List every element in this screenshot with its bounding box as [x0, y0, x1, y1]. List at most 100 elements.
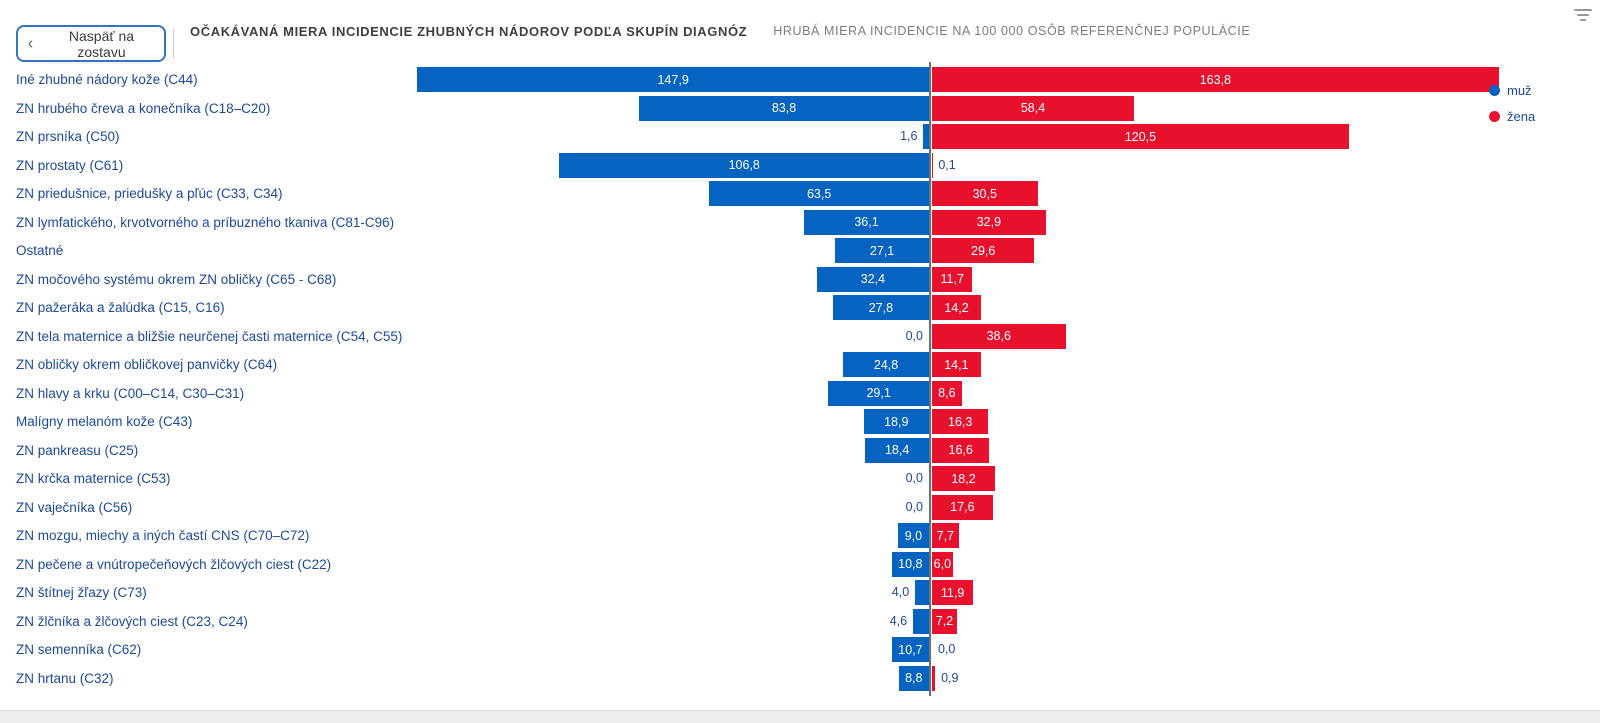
bar-female[interactable]: 17,6	[932, 494, 993, 520]
chart-row: ZN pažeráka a žalúdka (C15, C16) 27,8 14,2	[0, 295, 1600, 323]
bar-value-label: 32,4	[860, 272, 886, 286]
bar-male[interactable]: 18,4	[865, 437, 929, 463]
bar-male[interactable]: 36,1	[804, 209, 929, 235]
bar-female[interactable]: 8,6	[932, 380, 962, 406]
bar-female[interactable]: 163,8	[932, 67, 1499, 92]
legend: muž žena	[1489, 77, 1535, 129]
bar-value-label: 27,1	[869, 243, 895, 258]
bar-female[interactable]: 11,7	[932, 266, 973, 292]
bar-value-label: 11,7	[940, 272, 964, 286]
chart-row: ZN krčka maternice (C53) 0,0 18,2	[0, 466, 1600, 494]
chart-row: ZN lymfatického, krvotvorného a príbuzné…	[0, 209, 1600, 238]
bar-value-label: 7,2	[935, 614, 954, 628]
bar-female[interactable]: 7,7	[932, 523, 959, 548]
bar-male[interactable]: 27,8	[832, 295, 929, 320]
bar-male[interactable]: 18,9	[863, 409, 929, 434]
bar-value-label: 29,1	[866, 386, 891, 400]
bar-value-label: 147,9	[657, 72, 689, 87]
value-label-male: 4,6	[889, 613, 908, 628]
chart-row: ZN žlčníka a žlčových ciest (C23, C24) 4,…	[0, 608, 1600, 637]
category-label: ZN lymfatického, krvotvorného a príbuzné…	[16, 214, 395, 230]
chart-row: ZN pankreasu (C25) 18,4 16,6	[0, 437, 1600, 466]
chart-subtitle: HRUBÁ MIERA INCIDENCIE NA 100 000 OSÔB R…	[773, 24, 1251, 38]
chevron-left-icon: ‹	[28, 33, 33, 54]
value-label-male: 0,0	[905, 499, 923, 514]
bar-female[interactable]	[932, 665, 936, 691]
category-label: Malígny melanóm kože (C43)	[16, 414, 193, 429]
value-label-male: 0,0	[905, 328, 923, 343]
bar-male[interactable]: 24,8	[843, 352, 929, 377]
bar-male[interactable]	[913, 608, 929, 634]
category-label: ZN pankreasu (C25)	[16, 442, 139, 458]
chart-row: ZN hrtanu (C32) 8,8 0,9	[0, 665, 1600, 694]
bar-value-label: 18,4	[884, 443, 910, 457]
bar-value-label: 83,8	[771, 101, 797, 115]
bar-male[interactable]: 27,1	[835, 238, 929, 263]
bar-value-label: 58,4	[1020, 101, 1046, 115]
bar-male[interactable]: 63,5	[709, 181, 929, 206]
bar-female[interactable]: 16,6	[932, 437, 990, 463]
chart-row: Ostatné 27,1 29,6	[0, 238, 1600, 266]
bar-value-label: 14,1	[944, 357, 969, 372]
bar-value-label: 63,5	[806, 186, 832, 201]
category-label: ZN mozgu, miechy a iných častí CNS (C70–…	[16, 528, 310, 543]
bar-value-label: 14,2	[944, 300, 969, 315]
value-label-female: 0,1	[938, 157, 956, 172]
bar-female[interactable]: 11,9	[932, 580, 974, 605]
category-label: Ostatné	[16, 243, 64, 258]
bar-value-label: 9,0	[904, 528, 923, 543]
bar-female[interactable]: 7,2	[932, 608, 957, 634]
category-label: ZN žlčníka a žlčových ciest (C23, C24)	[16, 613, 248, 629]
chart-row: ZN tela maternice a bližšie neurčenej ča…	[0, 323, 1600, 352]
bar-female[interactable]: 16,3	[932, 409, 989, 434]
bar-value-label: 7,7	[936, 528, 955, 543]
bar-value-label: 120,5	[1124, 129, 1157, 144]
legend-item-muž[interactable]: muž	[1489, 77, 1535, 103]
bar-female[interactable]: 30,5	[932, 181, 1038, 206]
axis-line	[929, 62, 931, 696]
bar-value-label: 17,6	[950, 500, 975, 514]
bar-male[interactable]	[923, 124, 929, 149]
bar-female[interactable]: 14,1	[932, 352, 981, 377]
bar-male[interactable]: 10,8	[891, 551, 929, 577]
back-to-report-button[interactable]: ‹ Naspäť na zostavu	[16, 25, 166, 62]
category-label: ZN prsníka (C50)	[16, 129, 120, 144]
category-label: ZN obličky okrem obličkovej panvičky (C6…	[16, 357, 278, 372]
bar-female[interactable]: 6,0	[932, 551, 953, 577]
bar-female[interactable]: 29,6	[932, 238, 1035, 263]
chart-row: ZN prsníka (C50) 1,6 120,5	[0, 124, 1600, 152]
bottom-strip	[0, 710, 1600, 723]
bar-male[interactable]: 29,1	[828, 380, 929, 406]
bar-male[interactable]: 8,8	[898, 665, 929, 691]
chart-row: ZN štítnej žľazy (C73) 4,0 11,9	[0, 580, 1600, 608]
bar-female[interactable]: 58,4	[932, 95, 1135, 121]
bar-female[interactable]: 120,5	[932, 124, 1349, 149]
filter-icon[interactable]	[1570, 5, 1596, 25]
bar-male[interactable]	[915, 580, 929, 605]
chart-row: ZN obličky okrem obličkovej panvičky (C6…	[0, 352, 1600, 380]
category-label: ZN pažeráka a žalúdka (C15, C16)	[16, 300, 225, 315]
bar-value-label: 18,2	[951, 471, 976, 486]
bar-male[interactable]: 147,9	[417, 67, 929, 92]
legend-label: žena	[1507, 108, 1536, 124]
bar-value-label: 106,8	[728, 158, 760, 172]
bar-female[interactable]: 14,2	[932, 295, 982, 320]
bar-value-label: 29,6	[971, 243, 996, 258]
bar-female[interactable]: 38,6	[932, 323, 1066, 349]
category-label: ZN vaječníka (C56)	[16, 499, 133, 515]
bar-male[interactable]: 10,7	[891, 637, 929, 662]
bar-male[interactable]: 83,8	[639, 95, 929, 121]
chart-row: ZN mozgu, miechy a iných častí CNS (C70–…	[0, 523, 1600, 551]
bar-male[interactable]: 9,0	[897, 523, 929, 548]
bar-male[interactable]: 32,4	[816, 266, 929, 292]
chart-row: Iné zhubné nádory kože (C44) 147,9 163,8	[0, 67, 1600, 95]
category-label: ZN pečene a vnútropečeňových žlčových ci…	[16, 556, 332, 572]
bar-value-label: 36,1	[854, 215, 879, 229]
chart-row: ZN pečene a vnútropečeňových žlčových ci…	[0, 551, 1600, 580]
legend-item-žena[interactable]: žena	[1489, 103, 1535, 129]
bar-female[interactable]: 32,9	[932, 209, 1046, 235]
value-label-male: 0,0	[905, 471, 923, 485]
bar-male[interactable]: 106,8	[559, 152, 929, 178]
bar-female[interactable]: 18,2	[932, 466, 995, 491]
